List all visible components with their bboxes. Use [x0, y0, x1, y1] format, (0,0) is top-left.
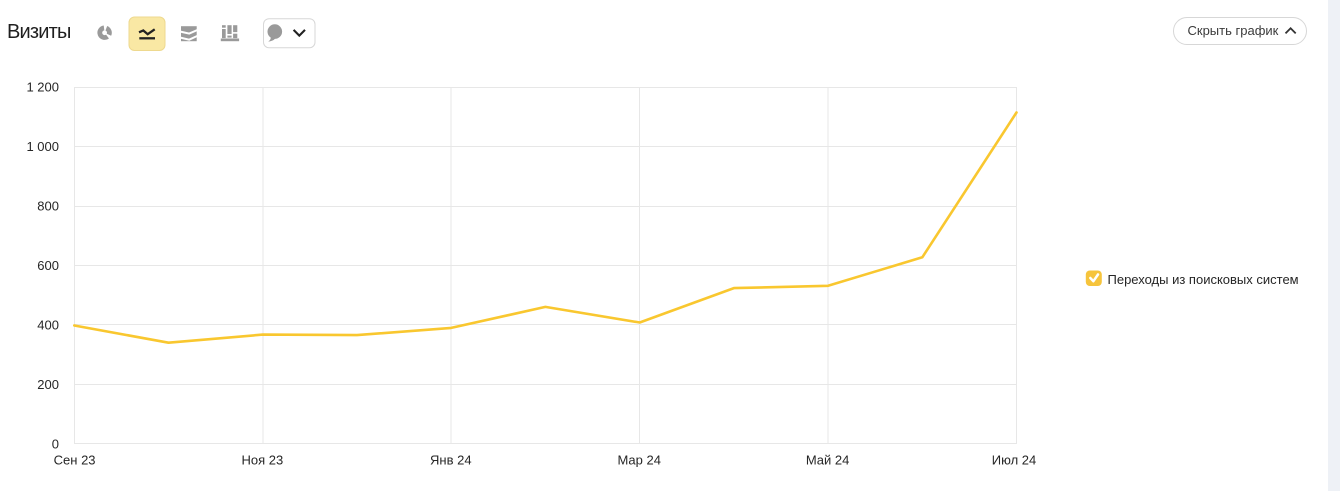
svg-text:Сен 23: Сен 23 — [54, 453, 96, 468]
svg-text:0: 0 — [52, 436, 59, 451]
svg-text:Май 24: Май 24 — [806, 453, 850, 468]
svg-text:Мар 24: Мар 24 — [617, 453, 661, 468]
svg-text:600: 600 — [37, 258, 59, 273]
svg-text:1 200: 1 200 — [26, 79, 59, 94]
svg-text:Ноя 23: Ноя 23 — [242, 453, 284, 468]
svg-text:400: 400 — [37, 317, 59, 332]
svg-text:Июл 24: Июл 24 — [992, 453, 1036, 468]
svg-text:200: 200 — [37, 377, 59, 392]
svg-text:1 000: 1 000 — [26, 139, 59, 154]
svg-text:Янв 24: Янв 24 — [430, 453, 472, 468]
svg-text:800: 800 — [37, 198, 59, 213]
